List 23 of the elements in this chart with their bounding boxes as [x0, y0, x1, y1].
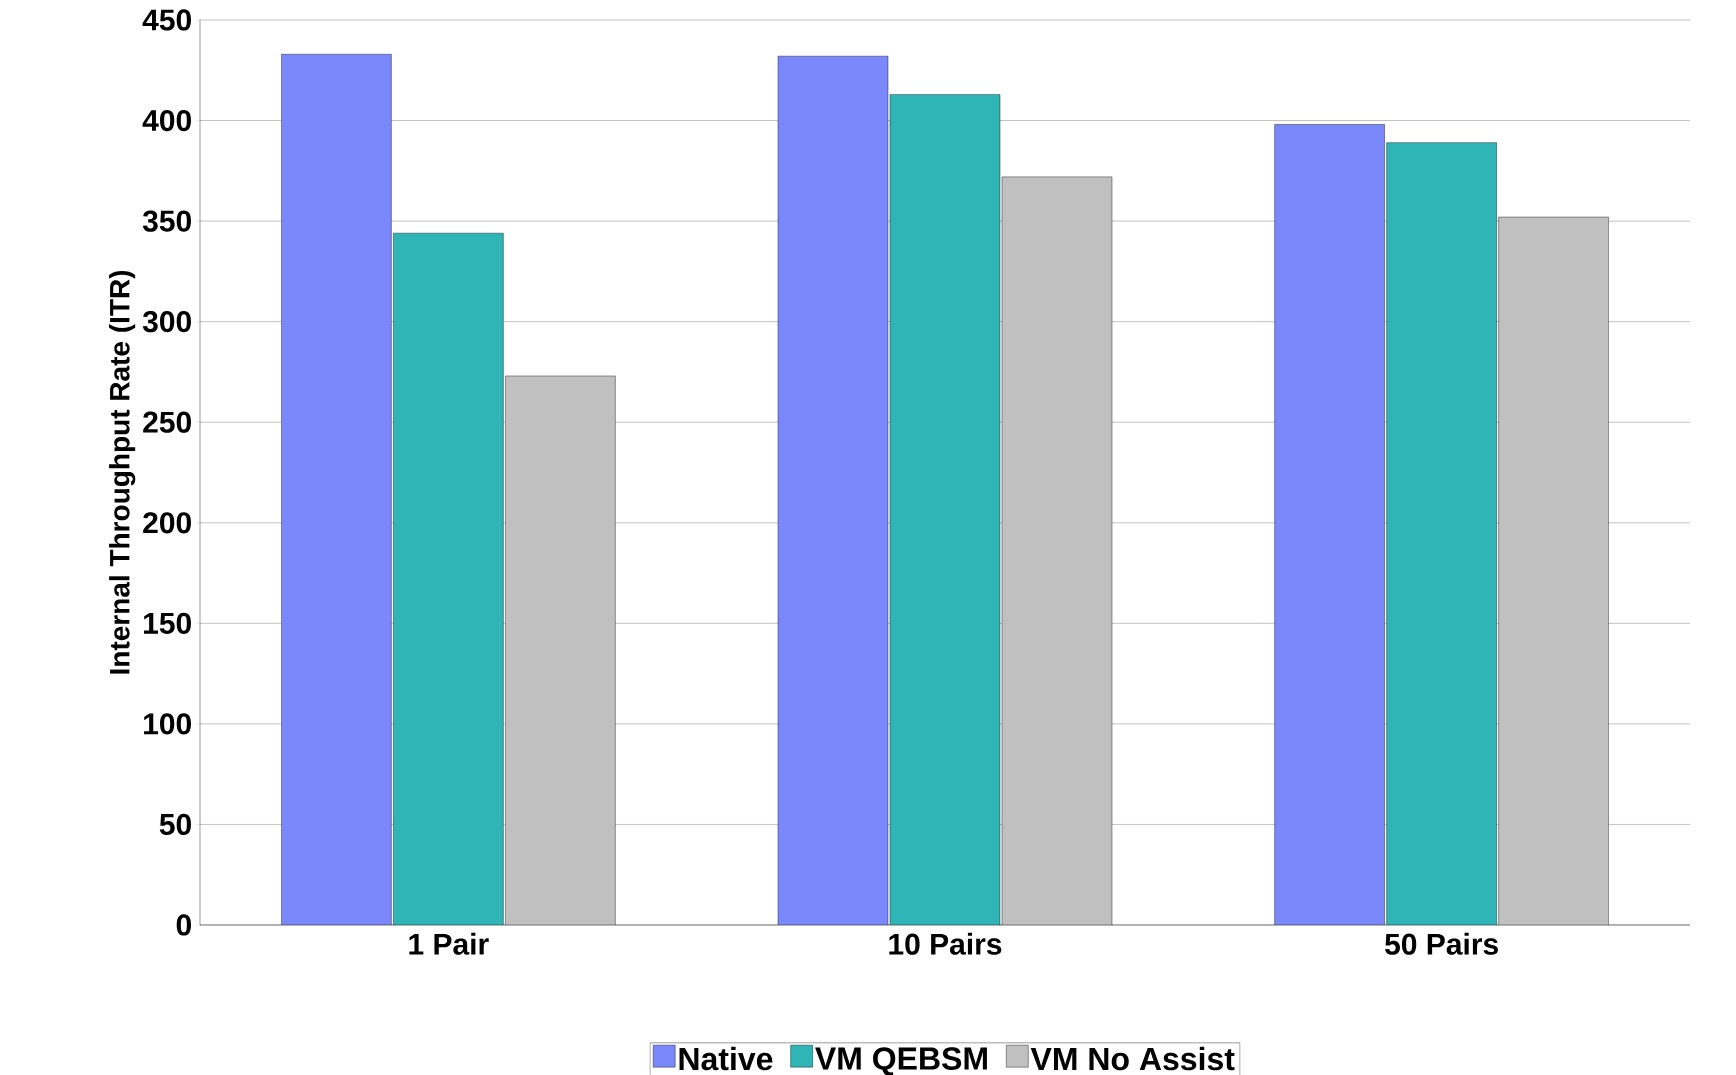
y-tick-label: 350 — [142, 210, 191, 232]
x-tick-label: 50 Pairs — [1385, 932, 1498, 955]
x-tick-label: 1 Pair — [409, 932, 489, 955]
x-tick-label: 10 Pairs — [889, 932, 1002, 955]
y-tick-label: 100 — [144, 713, 191, 735]
y-tick-label: 250 — [143, 411, 191, 433]
y-tick-label: 200 — [143, 512, 191, 534]
legend-label: VM No Assist — [1030, 1046, 1235, 1071]
bar — [1002, 176, 1112, 925]
bar — [890, 94, 1000, 925]
y-tick-label: 450 — [142, 9, 191, 31]
y-tick-label: 400 — [142, 109, 191, 132]
bar — [1498, 216, 1609, 925]
legend-label: Native — [679, 1046, 773, 1071]
y-tick-label: 0 — [176, 914, 191, 936]
bar — [393, 233, 504, 925]
y-tick-label: 300 — [142, 311, 191, 333]
legend-label: VM QEBSM — [815, 1047, 987, 1075]
bar — [1386, 142, 1497, 925]
bar — [505, 375, 616, 925]
y-tick-label: 150 — [144, 612, 191, 634]
y-tick-label: 50 — [159, 813, 191, 836]
y-axis-title: Internal Throughput Rate (ITR) — [109, 270, 136, 674]
